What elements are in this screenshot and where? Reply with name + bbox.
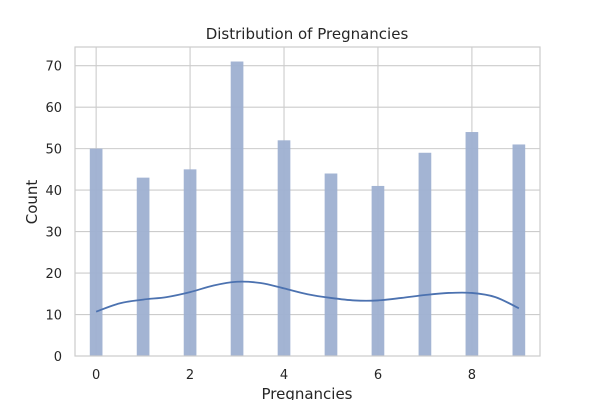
y-axis-label: Count [23,180,41,225]
y-tick-label: 10 [45,309,62,324]
y-axis-ticks: 0 10 20 30 40 50 60 70 [45,60,62,365]
x-tick-label: 8 [468,368,476,383]
histogram-bar [324,173,338,356]
x-tick-label: 4 [280,368,288,383]
plot-frame [74,46,541,357]
y-tick-label: 0 [54,350,62,365]
y-tick-label: 70 [45,60,62,75]
x-tick-label: 2 [186,368,194,383]
x-axis-label: Pregnancies [261,385,352,400]
kde-layer [95,280,520,313]
y-tick-label: 30 [45,226,62,241]
histogram-bar [418,152,432,356]
x-tick-label: 6 [374,368,382,383]
y-tick-label: 20 [45,267,62,282]
x-tick-label: 0 [92,368,100,383]
histogram-bar [136,177,150,356]
y-tick-label: 40 [45,184,62,199]
chart-title: Distribution of Pregnancies [206,25,409,43]
histogram-bar [512,144,526,356]
kde-line [95,280,520,313]
histogram-bar [371,185,385,356]
bars [89,61,526,356]
histogram-bar [230,61,244,356]
histogram-bar [89,148,103,356]
x-axis-ticks: 0 2 4 6 8 [92,368,476,383]
histogram-bar [183,169,197,356]
y-tick-label: 50 [45,143,62,158]
histogram-bar [277,140,291,356]
histogram-bar [465,132,479,356]
plot-area [75,47,540,356]
y-tick-label: 60 [45,101,62,116]
